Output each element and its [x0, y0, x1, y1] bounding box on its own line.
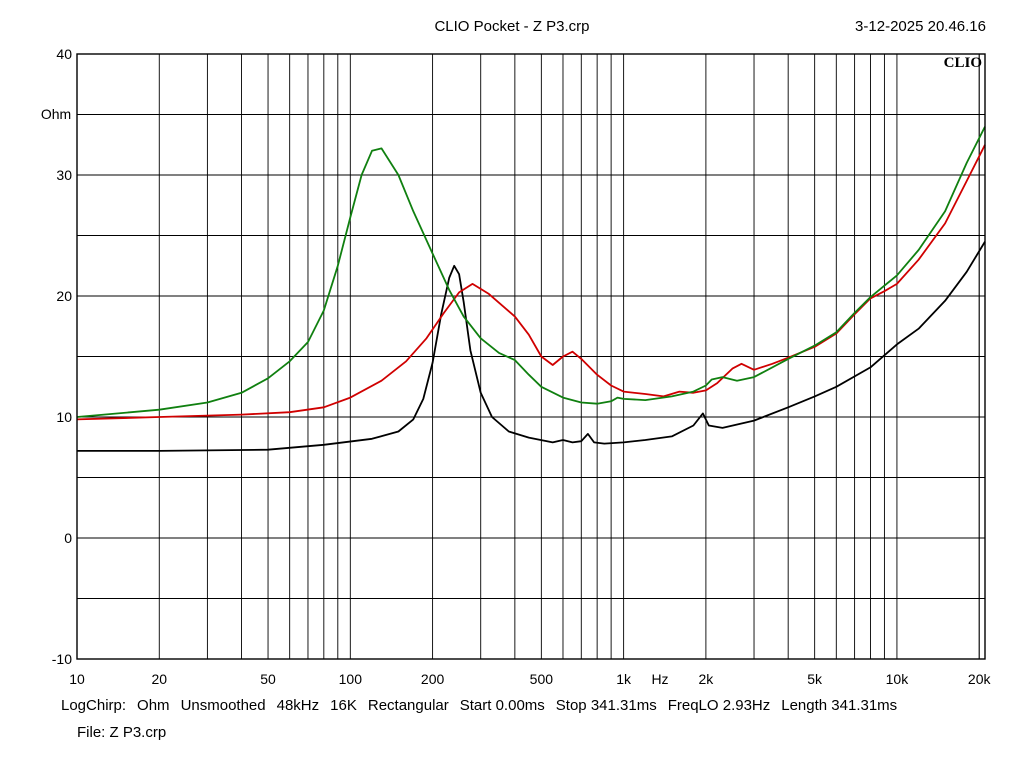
x-tick-label: 2k — [698, 671, 714, 687]
file-name: File: Z P3.crp — [77, 724, 167, 741]
timestamp: 3-12-2025 20.46.16 — [855, 18, 986, 35]
y-tick-label: 40 — [56, 46, 72, 62]
y-axis-label: Ohm — [41, 106, 71, 122]
y-tick-label: 20 — [56, 288, 72, 304]
y-tick-label: -10 — [52, 651, 72, 667]
series-line-2 — [76, 144, 986, 421]
clio-logo: CLIO — [944, 55, 982, 71]
setting-item: Ohm — [137, 697, 170, 714]
setting-item: FreqLO 2.93Hz — [667, 697, 771, 714]
series-layer — [76, 126, 986, 452]
setting-item: Length 341.31ms — [781, 697, 898, 714]
chart-title: CLIO Pocket - Z P3.crp — [434, 18, 590, 35]
setting-item: 16K — [330, 697, 357, 714]
x-tick-label: 100 — [339, 671, 363, 687]
setting-item: LogChirp: — [61, 697, 127, 714]
setting-item: Unsmoothed — [180, 697, 266, 714]
y-tick-label: 10 — [56, 409, 72, 425]
x-tick-label: 5k — [807, 671, 823, 687]
plot-frame — [76, 53, 986, 660]
series-line-3 — [76, 126, 986, 418]
x-axis-label: Hz — [651, 671, 668, 687]
y-tick-label: 30 — [56, 167, 72, 183]
x-tick-label: 500 — [530, 671, 554, 687]
setting-item: Stop 341.31ms — [555, 697, 657, 714]
x-tick-label: 10 — [69, 671, 85, 687]
x-tick-label: 50 — [260, 671, 276, 687]
series-line-1 — [77, 241, 986, 452]
tick-labels: -10 0 10 20 30 40 10 20 50 100 200 500 1k 2k 5k 10k 20k H… — [52, 46, 992, 687]
x-tick-label: 1k — [616, 671, 632, 687]
setting-item: Rectangular — [367, 697, 449, 714]
x-tick-label: 10k — [886, 671, 910, 687]
x-tick-label: 200 — [421, 671, 445, 687]
y-tick-label: 0 — [64, 530, 72, 546]
grid — [77, 54, 985, 659]
setting-item: Start 0.00ms — [459, 697, 545, 714]
setting-item: 48kHz — [276, 697, 320, 714]
x-tick-label: 20 — [151, 671, 167, 687]
x-tick-label: 20k — [968, 671, 992, 687]
measurement-settings: LogChirp: Ohm Unsmoothed 48kHz 16K Rectangula… — [61, 697, 908, 714]
